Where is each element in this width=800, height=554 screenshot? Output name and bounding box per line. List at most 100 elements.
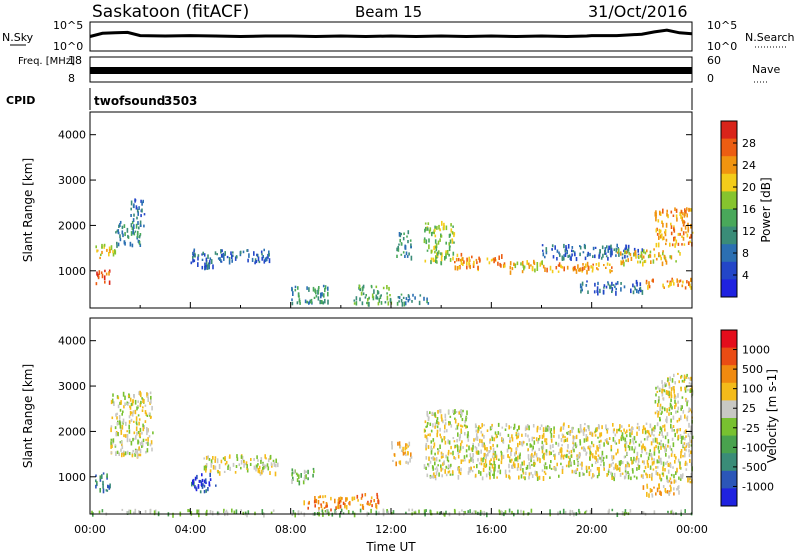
scatter-cell (651, 461, 654, 466)
scatter-cell (579, 439, 581, 443)
scatter-cell (383, 510, 385, 515)
scatter-cell (634, 287, 636, 291)
scatter-cell (674, 237, 676, 241)
scatter-cell (686, 207, 688, 211)
scatter-cell (646, 486, 649, 489)
scatter-cell (355, 301, 358, 306)
scatter-cell (655, 228, 658, 233)
scatter-cell (517, 509, 519, 515)
scatter-cell (625, 250, 628, 255)
scatter-cell (209, 257, 212, 261)
scatter-cell (613, 248, 616, 251)
scatter-cell (610, 285, 612, 289)
x-tick-label: 20:00 (576, 523, 608, 536)
scatter-cell (654, 425, 656, 430)
scatter-cell (579, 424, 582, 429)
velocity-colorbar-tick-label: 25 (742, 402, 756, 415)
scatter-cell (667, 479, 669, 484)
scatter-cell (257, 459, 259, 462)
scatter-cell (146, 414, 149, 417)
scatter-cell (536, 266, 539, 271)
scatter-cell (641, 254, 643, 258)
scatter-cell (445, 454, 447, 459)
scatter-cell (117, 432, 119, 437)
scatter-cell (690, 382, 692, 387)
scatter-cell (570, 461, 572, 465)
scatter-cell (662, 251, 664, 256)
velocity-colorbar-tick-label: -1000 (742, 480, 774, 493)
scatter-cell (543, 470, 546, 474)
scatter-cell (403, 301, 406, 307)
scatter-cell (668, 412, 670, 416)
scatter-cell (202, 251, 204, 255)
scatter-cell (634, 446, 637, 450)
scatter-cell (656, 487, 659, 493)
scatter-cell (639, 282, 642, 287)
scatter-cell (118, 452, 120, 456)
scatter-cell (253, 458, 255, 461)
scatter-cell (655, 217, 657, 222)
scatter-cell (658, 460, 660, 464)
scatter-cell (598, 440, 601, 444)
scatter-cell (670, 398, 672, 402)
scatter-cell (499, 432, 502, 437)
scatter-cell (658, 433, 661, 436)
scatter-cell (649, 254, 652, 258)
scatter-cell (657, 412, 659, 418)
scatter-cell (442, 419, 444, 424)
scatter-cell (664, 448, 666, 453)
scatter-cell (581, 281, 584, 286)
scatter-cell (103, 243, 106, 247)
scatter-cell (618, 467, 621, 472)
scatter-cell (407, 452, 409, 455)
scatter-cell (546, 267, 548, 273)
scatter-cell (615, 290, 617, 296)
scatter-cell (632, 437, 634, 443)
scatter-cell (640, 254, 642, 258)
scatter-cell (110, 400, 113, 405)
scatter-cell (679, 252, 681, 256)
scatter-cell (466, 433, 469, 439)
scatter-cell (402, 251, 405, 254)
scatter-cell (260, 250, 263, 254)
scatter-cell (616, 281, 619, 285)
scatter-cell (687, 477, 689, 483)
scatter-cell (630, 457, 632, 461)
scatter-cell (669, 282, 671, 287)
scatter-cell (150, 395, 152, 400)
scatter-cell (625, 471, 627, 476)
scatter-cell (605, 285, 608, 289)
scatter-cell (578, 511, 581, 514)
scatter-cell (511, 434, 513, 439)
scatter-cell (584, 448, 586, 452)
scatter-cell (561, 469, 564, 474)
scatter-cell (528, 438, 531, 442)
scatter-cell (462, 446, 464, 449)
scatter-cell (571, 428, 574, 433)
scatter-cell (500, 460, 503, 465)
velocity-colorbar-tick-label: 1000 (742, 344, 770, 357)
scatter-cell (443, 436, 445, 441)
scatter-cell (557, 511, 559, 516)
scatter-cell (226, 255, 229, 259)
scatter-cell (520, 474, 523, 479)
scatter-cell (552, 450, 555, 453)
scatter-cell (545, 425, 547, 429)
scatter-cell (303, 512, 306, 517)
scatter-cell (494, 450, 497, 454)
scatter-cell (464, 419, 466, 424)
scatter-cell (616, 512, 619, 517)
scatter-cell (110, 425, 113, 428)
scatter-cell (613, 428, 615, 432)
scatter-cell (666, 475, 668, 480)
scatter-cell (201, 258, 204, 261)
scatter-cell (586, 280, 588, 283)
scatter-cell (502, 454, 505, 459)
scatter-cell (549, 464, 551, 469)
scatter-cell (610, 471, 612, 475)
scatter-cell (513, 262, 515, 266)
scatter-cell (681, 435, 683, 441)
scatter-cell (479, 259, 481, 262)
scatter-cell (456, 438, 458, 443)
scatter-cell (518, 425, 520, 430)
